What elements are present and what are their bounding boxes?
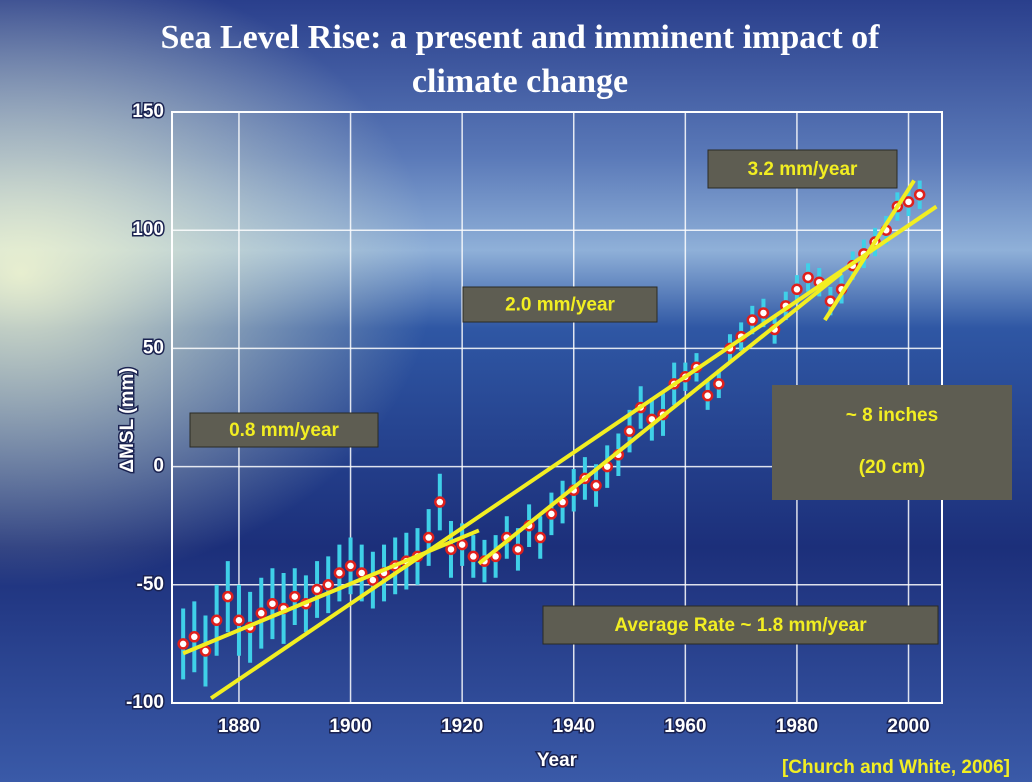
data-point — [344, 560, 357, 572]
data-point — [545, 508, 558, 520]
trend-label: 0.8 mm/year — [229, 420, 339, 441]
source: [Church and White, 2006] — [782, 757, 1010, 778]
x-tick-label: 2000 — [887, 716, 929, 737]
data-point — [701, 389, 714, 402]
annotation-box — [189, 412, 379, 448]
data-point — [199, 645, 212, 657]
x-tick-label: 1920 — [441, 716, 483, 737]
trend-label: 2.0 mm/year — [505, 295, 615, 316]
data-point — [333, 567, 346, 579]
y-tick-label: -100 — [126, 692, 164, 713]
trend-line — [209, 204, 938, 700]
y-tick-label: 100 — [132, 219, 164, 240]
data-point — [746, 314, 759, 326]
x-tick-label: 1980 — [776, 716, 818, 737]
data-point — [210, 614, 223, 627]
annotation-box — [462, 286, 658, 323]
data-point — [456, 538, 468, 551]
annotation-box — [707, 149, 898, 189]
x-axis-label: Year — [537, 750, 578, 771]
data-point — [188, 631, 201, 643]
data-point — [757, 307, 770, 319]
data-point — [322, 579, 334, 591]
data-point — [590, 479, 602, 492]
data-point — [266, 597, 279, 610]
trend-label: 3.2 mm/year — [748, 159, 858, 180]
data-point — [222, 590, 234, 603]
x-tick-label: 1940 — [553, 716, 595, 737]
x-tick-label: 1960 — [664, 716, 706, 737]
annotation-box — [772, 385, 1012, 500]
trend-line — [823, 179, 916, 322]
data-point — [233, 614, 245, 627]
trend-line — [477, 271, 843, 566]
y-tick-label: 50 — [143, 337, 164, 358]
y-tick-label: -50 — [137, 574, 164, 595]
annotation-text: (20 cm) — [859, 457, 926, 478]
chart-title: Sea Level Rise: a present and imminent i… — [161, 19, 881, 56]
data-point — [311, 583, 323, 596]
y-tick-label: 0 — [153, 456, 164, 477]
data-point — [255, 607, 268, 619]
y-axis-label: ΔMSL (mm) — [117, 367, 138, 472]
annotation-text: ~ 8 inches — [846, 405, 938, 426]
data-point — [445, 543, 457, 556]
data-point — [913, 188, 926, 201]
x-tick-label: 1880 — [218, 716, 260, 737]
data-point — [902, 196, 915, 208]
data-point — [177, 638, 189, 650]
data-point — [434, 496, 446, 508]
data-point — [791, 283, 803, 296]
x-tick-label: 1900 — [329, 716, 371, 737]
trend-label: Average Rate ~ 1.8 mm/year — [614, 615, 867, 636]
data-point — [623, 425, 636, 437]
data-point — [802, 271, 814, 284]
data-point — [512, 543, 524, 556]
annotation-box — [542, 605, 939, 645]
data-point — [713, 378, 725, 390]
data-point — [534, 531, 547, 544]
data-point — [289, 590, 301, 603]
data-point — [422, 531, 435, 544]
chart-title: climate change — [412, 63, 628, 100]
y-tick-label: 150 — [132, 101, 164, 122]
data-point — [467, 550, 480, 563]
